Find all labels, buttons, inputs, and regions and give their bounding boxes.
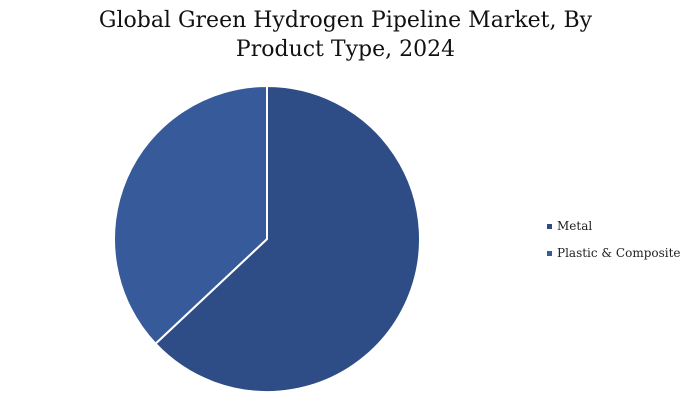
chart-title-line-2: Product Type, 2024	[235, 37, 456, 62]
legend: Metal Plastic & Composite	[547, 218, 681, 272]
legend-label-metal: Metal	[557, 219, 593, 233]
pie-slice-metal	[154, 85, 421, 393]
pie-slice-plastic-composite	[113, 85, 268, 345]
chart-title-line-1: Global Green Hydrogen Pipeline Market, B…	[98, 8, 593, 33]
legend-label-plastic-composite: Plastic & Composite	[557, 246, 681, 260]
legend-item-plastic-composite: Plastic & Composite	[547, 245, 681, 261]
legend-swatch-metal	[547, 223, 552, 229]
legend-swatch-plastic-composite	[547, 250, 552, 256]
chart-title: Global Green Hydrogen Pipeline Market, B…	[0, 6, 691, 64]
legend-item-metal: Metal	[547, 218, 681, 234]
